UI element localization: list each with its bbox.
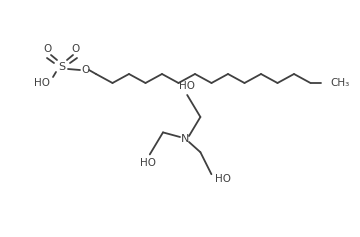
Text: CH₃: CH₃ — [330, 78, 350, 88]
Text: S: S — [58, 62, 66, 72]
Text: O: O — [44, 44, 52, 54]
Text: HO: HO — [34, 78, 50, 88]
Text: O: O — [81, 65, 89, 75]
Text: N: N — [181, 134, 189, 144]
Text: HO: HO — [179, 81, 195, 91]
Text: HO: HO — [215, 174, 231, 184]
Text: HO: HO — [140, 158, 156, 169]
Text: O: O — [72, 44, 80, 54]
